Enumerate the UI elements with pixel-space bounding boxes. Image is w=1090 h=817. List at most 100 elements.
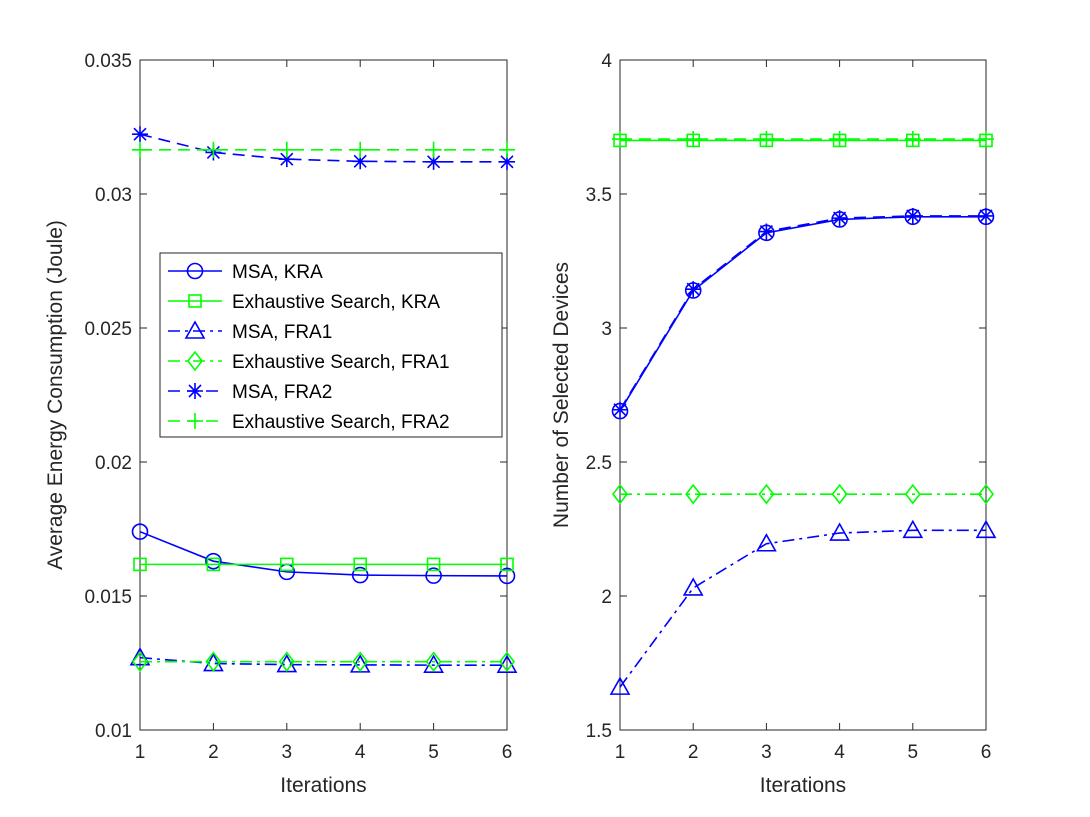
marker-star xyxy=(831,210,848,227)
legend-entry: Exhaustive Search, KRA xyxy=(168,292,440,313)
data-point xyxy=(685,281,702,298)
data-point xyxy=(904,131,921,148)
marker-diamond xyxy=(186,350,204,372)
data-point xyxy=(278,151,295,168)
marker-square xyxy=(188,294,202,308)
marker-diamond xyxy=(611,483,629,505)
marker-diamond xyxy=(977,483,995,505)
x-tick-label: 6 xyxy=(502,742,513,763)
marker-triangle xyxy=(975,519,997,539)
y-axis-label: Average Energy Consumption (Joule) xyxy=(44,220,67,570)
x-tick-label: 2 xyxy=(208,742,219,763)
series-exhaustive-search-fra1 xyxy=(611,483,995,505)
marker-square xyxy=(206,557,221,572)
y-tick-label: 0.035 xyxy=(84,51,132,72)
marker-diamond xyxy=(278,651,295,672)
x-axis-label: Iterations xyxy=(760,774,846,797)
data-point xyxy=(352,153,369,170)
data-point xyxy=(904,207,921,224)
x-tick-label: 1 xyxy=(135,742,146,763)
marker-plus xyxy=(499,141,515,158)
y-axis-label: Number of Selected Devices xyxy=(550,262,573,528)
legend-marker xyxy=(184,320,206,339)
data-point xyxy=(352,651,369,672)
series-msa-fra1 xyxy=(609,519,997,695)
legend-label: MSA, FRA1 xyxy=(232,322,332,343)
legend-entry: MSA, KRA xyxy=(168,262,323,283)
y-tick-label: 0.01 xyxy=(95,721,132,742)
x-tick-label: 5 xyxy=(908,742,919,763)
data-point xyxy=(829,522,850,541)
marker-triangle xyxy=(902,519,924,539)
legend-entry: MSA, FRA1 xyxy=(168,320,332,343)
series-line xyxy=(619,529,986,688)
legend-marker xyxy=(187,413,203,429)
marker-plus xyxy=(612,131,628,148)
marker-star xyxy=(685,281,702,298)
marker-triangle xyxy=(184,320,206,339)
marker-diamond xyxy=(758,483,775,505)
marker-circle xyxy=(498,567,516,585)
y-tick-label: 2 xyxy=(601,587,612,608)
x-tick-label: 5 xyxy=(428,742,439,763)
marker-diamond xyxy=(498,651,516,672)
marker-diamond xyxy=(352,651,369,672)
data-point xyxy=(351,566,369,584)
data-point xyxy=(609,676,631,695)
data-point xyxy=(353,557,368,572)
data-point xyxy=(205,141,222,158)
data-point xyxy=(685,131,702,148)
marker-diamond xyxy=(904,483,921,505)
data-point xyxy=(611,483,629,505)
marker-plus xyxy=(187,413,203,429)
y-tick-label: 3 xyxy=(601,319,612,340)
data-point xyxy=(975,519,997,539)
series-exhaustive-search-kra xyxy=(133,557,514,572)
marker-plus xyxy=(425,141,442,158)
x-tick-label: 6 xyxy=(981,742,992,763)
marker-circle xyxy=(351,566,369,584)
x-tick-label: 4 xyxy=(355,742,366,763)
chart-1: 1 2 3 4 5 6 0.01 0.015 0.02 0.025 0.03 0.035 Iterati… xyxy=(44,51,518,797)
data-point xyxy=(131,523,149,540)
legend-label: MSA, KRA xyxy=(232,262,323,283)
y-tick-label: 4 xyxy=(601,51,612,72)
data-point xyxy=(500,557,514,572)
data-point xyxy=(831,483,848,505)
legend-entry: MSA, FRA2 xyxy=(168,382,332,403)
marker-star xyxy=(132,126,148,143)
data-point xyxy=(278,651,295,672)
marker-star xyxy=(187,383,203,399)
data-point xyxy=(425,153,442,170)
data-point xyxy=(758,223,775,240)
marker-star xyxy=(499,153,515,170)
marker-diamond xyxy=(831,483,848,505)
data-point xyxy=(129,647,151,666)
x-tick-label: 2 xyxy=(688,742,699,763)
series-line xyxy=(619,215,986,411)
series-exhaustive-search-fra2 xyxy=(612,131,994,148)
legend-label: Exhaustive Search, FRA2 xyxy=(232,412,450,433)
marker-plus xyxy=(978,131,994,148)
marker-square xyxy=(426,557,441,572)
data-point xyxy=(978,131,994,148)
marker-triangle xyxy=(829,522,850,541)
marker-star xyxy=(425,153,442,170)
marker-triangle xyxy=(756,533,777,552)
plot-area xyxy=(619,59,987,731)
data-point xyxy=(352,141,369,158)
x-axis-label: Iterations xyxy=(280,774,366,797)
legend-label: Exhaustive Search, FRA1 xyxy=(232,352,450,373)
data-point xyxy=(279,557,294,572)
marker-square xyxy=(133,557,147,572)
y-tick-label: 3.5 xyxy=(586,185,612,206)
marker-star xyxy=(904,207,921,224)
data-point xyxy=(426,557,441,572)
series-msa-kra xyxy=(131,523,516,585)
data-point xyxy=(132,141,148,158)
legend-box xyxy=(159,252,503,438)
marker-diamond xyxy=(205,651,222,672)
series-line xyxy=(139,656,507,666)
legend-entry: Exhaustive Search, FRA2 xyxy=(168,412,450,433)
legend-label: Exhaustive Search, KRA xyxy=(232,292,440,313)
